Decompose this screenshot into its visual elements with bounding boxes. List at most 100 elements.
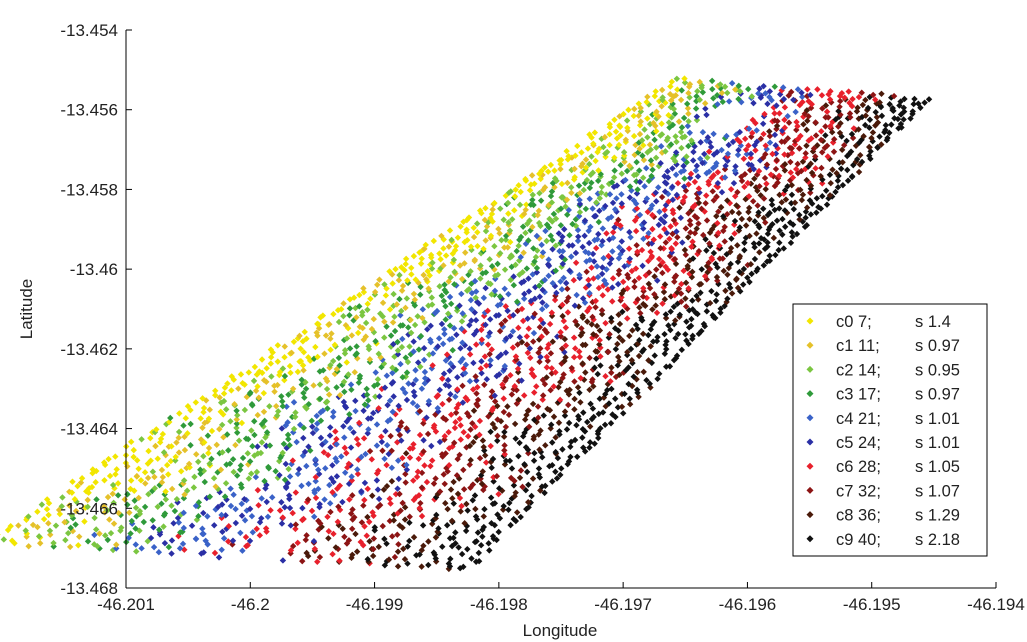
scatter-point: [516, 271, 523, 278]
scatter-point: [188, 522, 196, 529]
scatter-point: [817, 136, 825, 144]
scatter-point: [557, 471, 564, 479]
scatter-point: [425, 561, 432, 569]
scatter-point: [609, 275, 617, 282]
scatter-point: [513, 298, 521, 305]
scatter-point: [533, 232, 541, 240]
scatter-point: [388, 447, 395, 454]
scatter-point: [805, 98, 812, 105]
scatter-point: [629, 327, 636, 334]
scatter-point: [614, 362, 621, 369]
scatter-point: [562, 342, 570, 349]
scatter-point: [673, 161, 680, 168]
scatter-point: [689, 268, 696, 276]
scatter-point: [717, 309, 724, 316]
scatter-point: [222, 480, 230, 487]
scatter-point: [759, 120, 767, 128]
scatter-point: [622, 367, 630, 374]
scatter-point: [640, 346, 647, 353]
scatter-point: [737, 142, 745, 149]
scatter-point: [389, 378, 397, 386]
scatter-point: [526, 345, 534, 352]
scatter-point: [173, 495, 181, 503]
scatter-point: [575, 233, 582, 240]
scatter-point: [826, 192, 834, 199]
scatter-point: [147, 434, 154, 442]
scatter-point: [818, 164, 825, 172]
scatter-point: [819, 180, 826, 187]
scatter-point: [836, 103, 843, 110]
scatter-point: [347, 444, 355, 451]
scatter-point: [401, 556, 409, 563]
scatter-point: [528, 172, 536, 179]
scatter-point: [302, 536, 309, 544]
scatter-point: [507, 238, 514, 246]
scatter-point: [311, 545, 319, 553]
scatter-point: [213, 441, 220, 449]
scatter-point: [612, 128, 620, 135]
scatter-point: [627, 234, 634, 241]
scatter-point: [788, 191, 796, 198]
scatter-point: [710, 95, 717, 102]
scatter-point: [436, 250, 443, 257]
scatter-point: [747, 150, 755, 158]
scatter-point: [636, 167, 643, 174]
scatter-point: [212, 387, 219, 394]
scatter-point: [725, 141, 732, 149]
scatter-point: [416, 407, 424, 415]
scatter-point: [74, 482, 81, 490]
scatter-point: [429, 259, 436, 266]
scatter-point: [695, 247, 703, 255]
scatter-point: [616, 122, 623, 129]
scatter-point: [389, 319, 397, 326]
scatter-point: [377, 310, 384, 317]
scatter-point: [572, 222, 580, 230]
scatter-point: [324, 451, 332, 459]
scatter-point: [50, 543, 57, 550]
scatter-point: [482, 205, 489, 212]
scatter-point: [281, 376, 288, 384]
scatter-point: [540, 412, 547, 419]
scatter-point: [672, 171, 680, 178]
scatter-point: [494, 511, 501, 518]
scatter-point: [497, 300, 504, 308]
scatter-point: [225, 447, 232, 454]
scatter-point: [900, 116, 907, 123]
scatter-point: [387, 332, 395, 339]
scatter-point: [472, 513, 480, 520]
scatter-point: [168, 485, 176, 493]
scatter-point: [416, 504, 423, 512]
scatter-point: [534, 403, 542, 410]
scatter-point: [666, 363, 674, 370]
scatter-point: [260, 389, 268, 397]
scatter-point: [440, 297, 448, 305]
scatter-point: [190, 484, 198, 491]
scatter-point: [603, 148, 611, 156]
legend-stat: s 0.95: [915, 361, 960, 379]
scatter-point: [472, 558, 480, 565]
scatter-point: [807, 91, 814, 99]
scatter-point: [581, 217, 589, 224]
scatter-point: [882, 126, 889, 134]
scatter-point: [350, 429, 357, 436]
scatter-point: [346, 312, 353, 319]
scatter-point: [326, 321, 333, 328]
scatter-point: [703, 217, 711, 224]
scatter-point: [420, 448, 427, 455]
scatter-point: [454, 374, 461, 381]
scatter-point: [107, 529, 115, 537]
scatter-point: [533, 269, 541, 276]
y-tick-label: -13.46: [70, 260, 118, 279]
scatter-point: [366, 538, 373, 545]
legend-marker: [806, 486, 814, 494]
scatter-point: [862, 96, 869, 104]
scatter-point: [562, 324, 570, 331]
scatter-point: [522, 206, 529, 213]
scatter-point: [614, 404, 622, 411]
scatter-point: [685, 340, 692, 348]
scatter-point: [706, 139, 713, 146]
scatter-point: [109, 490, 116, 498]
scatter-point: [639, 152, 646, 159]
scatter-point: [223, 461, 230, 468]
scatter-point: [723, 132, 730, 140]
